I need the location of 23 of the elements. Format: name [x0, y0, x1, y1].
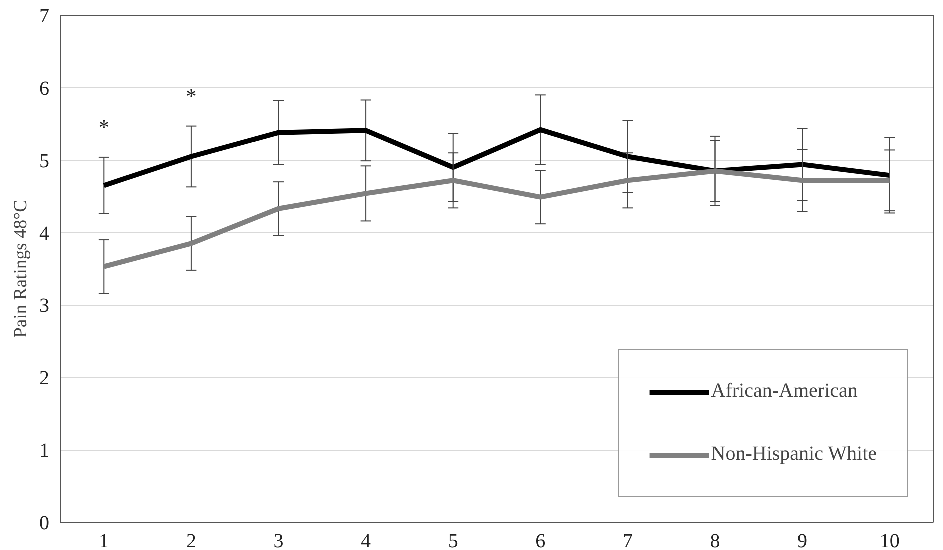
x-tick-label: 7	[622, 530, 633, 550]
y-tick-label: 6	[40, 78, 50, 100]
legend-label: Non-Hispanic White	[711, 443, 877, 466]
x-tick-label: 9	[798, 530, 808, 550]
y-tick-label: 1	[40, 440, 50, 462]
x-tick-label: 3	[274, 530, 284, 550]
y-tick-label: 7	[40, 6, 50, 28]
x-tick-label: 10	[880, 530, 900, 550]
y-tick-label: 5	[40, 150, 50, 172]
y-tick-label: 4	[40, 222, 50, 245]
y-tick-label: 0	[40, 512, 50, 534]
y-tick-label: 3	[40, 295, 50, 318]
x-tick-label: 5	[448, 530, 458, 550]
y-axis-title: Pain Ratings 48°C	[10, 200, 32, 338]
x-tick-label: 4	[361, 530, 372, 550]
legend-label: African-American	[711, 380, 858, 403]
annotation: *	[98, 115, 110, 140]
x-tick-label: 1	[99, 530, 110, 550]
y-tick-label: 2	[40, 368, 50, 390]
x-tick-label: 8	[710, 530, 720, 550]
x-tick-label: 2	[186, 530, 196, 550]
annotation: *	[186, 84, 197, 108]
x-tick-label: 6	[536, 530, 546, 550]
